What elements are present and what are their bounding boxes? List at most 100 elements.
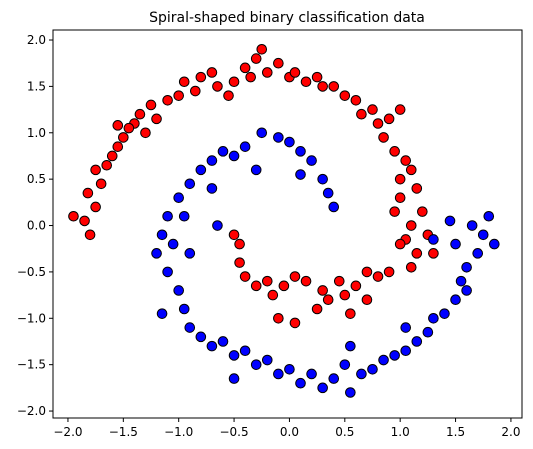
point (178, 76, 190, 88)
point (184, 322, 196, 333)
point (239, 271, 251, 282)
point (295, 377, 306, 389)
point (306, 155, 317, 166)
point (411, 248, 423, 259)
point (261, 354, 273, 366)
y-tick-label: −1.0 (17, 311, 46, 325)
point (405, 220, 417, 231)
point (106, 150, 118, 162)
point (239, 141, 251, 152)
point (450, 294, 461, 306)
point (68, 210, 79, 222)
point (239, 345, 251, 357)
point (400, 155, 412, 166)
point (400, 345, 412, 357)
point (439, 308, 450, 319)
point (234, 257, 245, 268)
point (223, 90, 234, 101)
point (378, 354, 389, 366)
point (400, 322, 412, 333)
point (156, 308, 168, 319)
x-tick-label: −1.0 (164, 425, 193, 439)
point (461, 285, 472, 296)
point (295, 169, 306, 180)
y-tick-label: 1.0 (27, 126, 46, 140)
point (228, 150, 240, 162)
point (328, 81, 340, 92)
point (345, 387, 356, 398)
point (339, 359, 351, 370)
point (477, 229, 489, 241)
point (261, 275, 273, 287)
chart-title: Spiral-shaped binary classification data (149, 10, 425, 26)
point (428, 234, 439, 245)
point (367, 104, 378, 115)
point (206, 340, 218, 352)
point (389, 206, 400, 217)
y-tick-label: 1.5 (27, 79, 46, 93)
point (234, 238, 245, 250)
point (184, 178, 196, 190)
point (483, 210, 495, 222)
x-tick-label: 1.0 (391, 425, 410, 439)
point (389, 146, 400, 157)
point (428, 248, 439, 259)
x-tick-label: −2.0 (53, 425, 82, 439)
x-tick-label: 0.0 (280, 425, 299, 439)
point (361, 266, 373, 278)
point (289, 67, 301, 78)
point (217, 336, 229, 347)
point (444, 215, 456, 227)
point (394, 104, 406, 115)
point (295, 146, 306, 157)
point (162, 210, 173, 222)
point (284, 136, 295, 148)
point (206, 183, 218, 194)
point (195, 164, 207, 176)
point (405, 164, 417, 176)
plot-area (53, 30, 522, 418)
point (328, 201, 340, 213)
point (289, 317, 301, 329)
point (372, 118, 384, 129)
point (405, 261, 417, 273)
point (112, 120, 124, 131)
point (173, 192, 184, 204)
point (273, 368, 284, 380)
point (317, 81, 328, 92)
point (190, 85, 201, 97)
point (90, 164, 101, 176)
point (250, 53, 262, 64)
point (256, 127, 268, 139)
point (317, 173, 328, 185)
y-tick-label: −2.0 (17, 404, 46, 418)
point (350, 95, 362, 106)
x-tick-label: −0.5 (219, 425, 248, 439)
point (162, 95, 173, 106)
point (472, 248, 484, 259)
point (289, 271, 301, 282)
point (112, 141, 124, 152)
point (317, 382, 328, 394)
point (278, 280, 290, 292)
point (450, 238, 461, 250)
point (267, 289, 279, 301)
point (84, 229, 96, 241)
x-tick-label: 2.0 (501, 425, 520, 439)
x-tick-label: −1.5 (109, 425, 138, 439)
point (90, 201, 101, 213)
point (82, 187, 94, 199)
y-tick-label: 0.0 (27, 219, 46, 233)
point (256, 43, 268, 55)
point (422, 326, 434, 338)
point (389, 350, 400, 361)
point (245, 71, 256, 83)
point (345, 340, 356, 352)
point (466, 220, 478, 231)
point (394, 173, 406, 185)
point (378, 132, 389, 143)
point (411, 183, 423, 194)
point (372, 271, 384, 282)
point (178, 210, 190, 222)
